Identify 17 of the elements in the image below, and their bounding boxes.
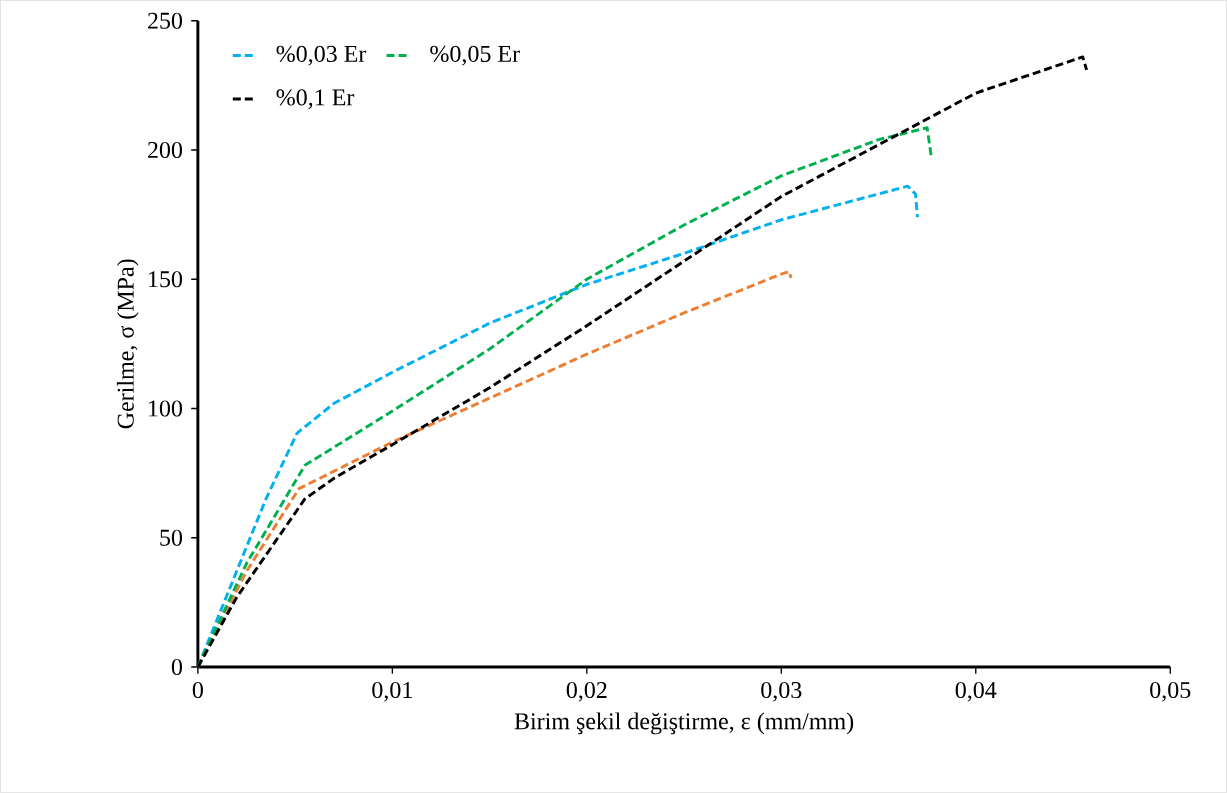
x-tick-label: 0 [192, 682, 203, 699]
legend-label: %0,1 Er [276, 89, 355, 110]
x-tick-label: 0,03 [761, 682, 802, 702]
x-tick-label: 0,05 [1150, 682, 1191, 702]
y-tick-label: 150 [149, 271, 183, 288]
y-tick-label: 250 [147, 12, 183, 29]
x-tick-label: 0,02 [566, 682, 607, 702]
x-tick-label: 0,04 [955, 682, 997, 702]
y-tick-label: 100 [149, 400, 183, 417]
y-axis-title: Gerilme, σ (MPa) [116, 259, 139, 429]
x-axis-title: Birim şekil değiştirme, ε (mm/mm) [514, 712, 854, 735]
legend-label: %0,03 Er [276, 45, 367, 66]
y-tick-label: 0 [171, 658, 183, 676]
y-tick-label: 200 [147, 141, 183, 159]
legend-label: %0,05 Er [430, 45, 520, 66]
y-tick-label: 50 [160, 529, 183, 546]
x-tick-label: 0,01 [372, 682, 412, 702]
